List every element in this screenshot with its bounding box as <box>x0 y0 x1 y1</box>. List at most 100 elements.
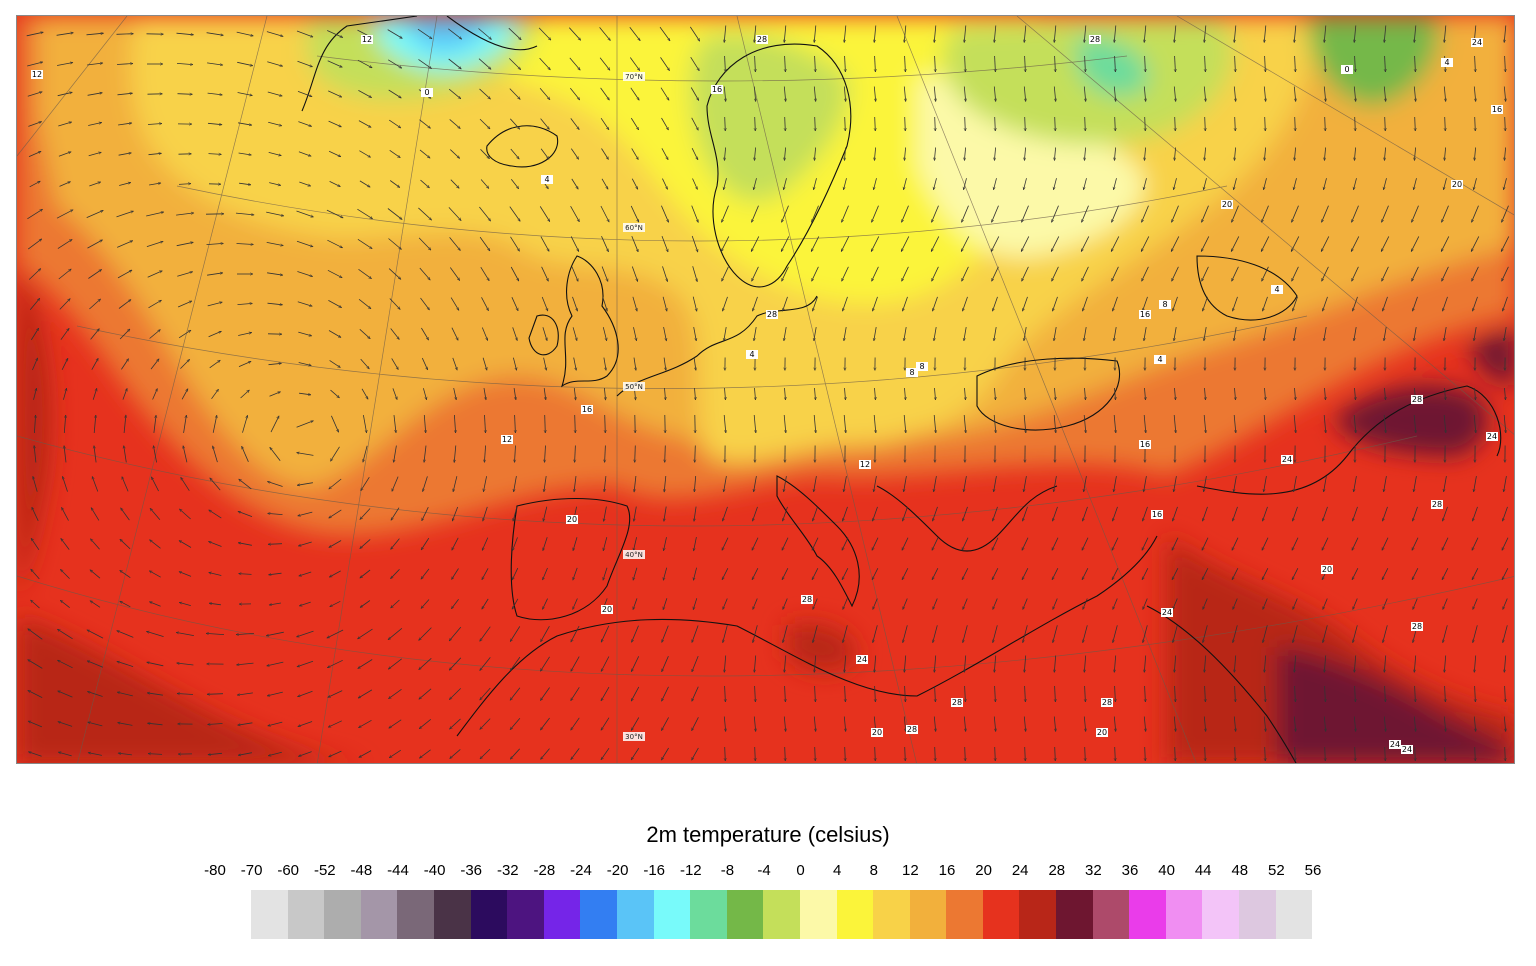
wind-arrow <box>299 392 311 395</box>
wind-arrow <box>388 627 403 639</box>
wind-arrow <box>1294 655 1297 673</box>
wind-arrow <box>814 655 817 673</box>
wind-arrow <box>1381 205 1389 223</box>
wind-arrow <box>660 87 670 101</box>
wind-arrow <box>90 329 100 340</box>
temperature-label: 24 <box>1390 740 1400 749</box>
temperature-label: 20 <box>1452 180 1462 189</box>
wind-arrow <box>34 415 35 434</box>
wind-arrow <box>1293 296 1298 311</box>
temperature-label-bg <box>1161 608 1173 617</box>
wind-arrow <box>1263 296 1268 311</box>
wind-arrow <box>874 178 877 190</box>
wind-arrow <box>600 117 610 130</box>
legend-swatch <box>1019 890 1057 939</box>
wind-arrow <box>1351 537 1359 551</box>
wind-arrow <box>844 147 845 161</box>
wind-arrow <box>299 601 311 606</box>
wind-arrow <box>419 718 432 728</box>
wind-arrow <box>61 358 69 370</box>
wind-arrow <box>1443 414 1446 433</box>
wind-arrow <box>209 573 222 576</box>
wind-arrow <box>1021 266 1029 281</box>
wind-arrow <box>1085 116 1086 131</box>
wind-arrow <box>327 659 343 669</box>
wind-arrow <box>148 723 163 726</box>
wind-arrow <box>1292 598 1298 610</box>
wind-arrow <box>630 747 640 760</box>
wind-arrow <box>1383 716 1385 732</box>
wind-arrow <box>691 205 699 223</box>
wind-arrow <box>388 89 402 99</box>
wind-arrow <box>1381 537 1389 551</box>
wind-arrow <box>1113 716 1115 732</box>
wind-arrow <box>873 414 876 433</box>
wind-arrow <box>1384 25 1387 43</box>
latitude-label-bg <box>623 732 645 741</box>
wind-arrow <box>120 600 131 608</box>
wind-arrow <box>931 266 939 281</box>
temperature-label: 20 <box>567 515 577 524</box>
temperature-label: 28 <box>1090 35 1100 44</box>
wind-arrow <box>905 746 906 761</box>
wind-arrow <box>267 691 283 696</box>
wind-arrow <box>995 746 996 761</box>
wind-arrow <box>873 296 878 311</box>
temperature-map[interactable]: 70°N 60°N 50°N 40°N 30°N 12 12 0 4 4 8 16 8 4 0 4 12 16 2… <box>16 15 1515 764</box>
wind-arrow <box>297 630 314 637</box>
wind-arrow <box>296 210 314 217</box>
wind-arrow <box>1025 746 1026 761</box>
wind-arrow <box>28 690 43 698</box>
wind-arrow <box>661 205 669 223</box>
wind-arrow <box>991 568 999 580</box>
wind-arrow <box>783 506 788 521</box>
temperature-label-bg <box>711 85 723 94</box>
wind-arrow <box>389 719 402 728</box>
wind-arrow <box>664 506 667 522</box>
wind-arrow <box>391 538 400 550</box>
wind-arrow <box>297 271 312 277</box>
field-maroon-gulf <box>1337 385 1488 456</box>
wind-arrow <box>1143 625 1148 642</box>
wind-arrow <box>662 178 668 190</box>
wind-arrow <box>1443 716 1445 732</box>
wind-arrow <box>421 599 430 609</box>
wind-arrow <box>1323 625 1328 642</box>
wind-arrow <box>360 508 371 520</box>
wind-arrow <box>693 357 696 371</box>
wind-arrow <box>1264 476 1267 492</box>
wind-arrow <box>297 482 313 486</box>
wind-arrow <box>1505 387 1506 400</box>
wind-arrow <box>514 476 517 492</box>
wind-arrow <box>842 598 848 610</box>
wind-arrow <box>1141 266 1149 281</box>
wind-arrow <box>117 630 134 638</box>
wind-arrow <box>328 690 343 698</box>
wind-arrow <box>1294 178 1297 190</box>
wind-arrow <box>33 388 37 400</box>
wind-arrow <box>1444 327 1447 341</box>
wind-arrow <box>58 752 72 757</box>
wind-arrow <box>661 656 669 672</box>
wind-arrow <box>601 178 609 189</box>
wind-arrow <box>901 568 909 580</box>
wind-arrow <box>934 327 937 341</box>
wind-arrow <box>1441 266 1449 281</box>
wind-arrow <box>149 601 161 607</box>
wind-arrow <box>1354 178 1357 190</box>
wind-arrow <box>814 147 815 161</box>
wind-arrow <box>753 716 755 732</box>
wind-arrow <box>511 598 519 609</box>
wind-arrow <box>1505 116 1506 131</box>
wind-arrow <box>1411 537 1419 551</box>
wind-arrow <box>964 178 967 190</box>
wind-arrow <box>150 359 159 370</box>
wind-arrow <box>269 182 281 186</box>
wind-arrow <box>1380 236 1390 251</box>
wind-arrow <box>419 688 432 699</box>
wind-arrow <box>28 629 43 640</box>
wind-arrow <box>180 477 190 491</box>
wind-arrow <box>1201 205 1209 223</box>
wind-arrow <box>1173 625 1178 642</box>
wind-arrow <box>1171 205 1179 223</box>
